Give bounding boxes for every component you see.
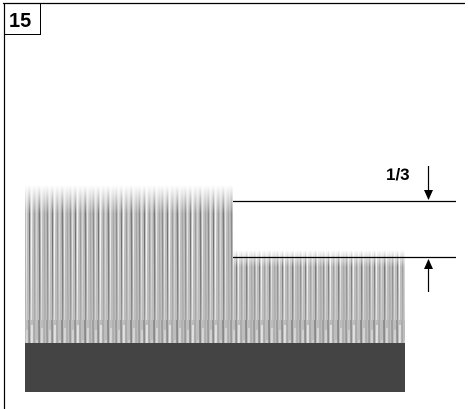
cut-grass [232,250,405,345]
soil [25,343,405,392]
tall-grass [25,185,233,345]
arrow-head [424,190,433,200]
annotation: 1/3 [386,165,410,184]
arrow-head [424,259,433,269]
figure-number: 15 [9,10,31,32]
